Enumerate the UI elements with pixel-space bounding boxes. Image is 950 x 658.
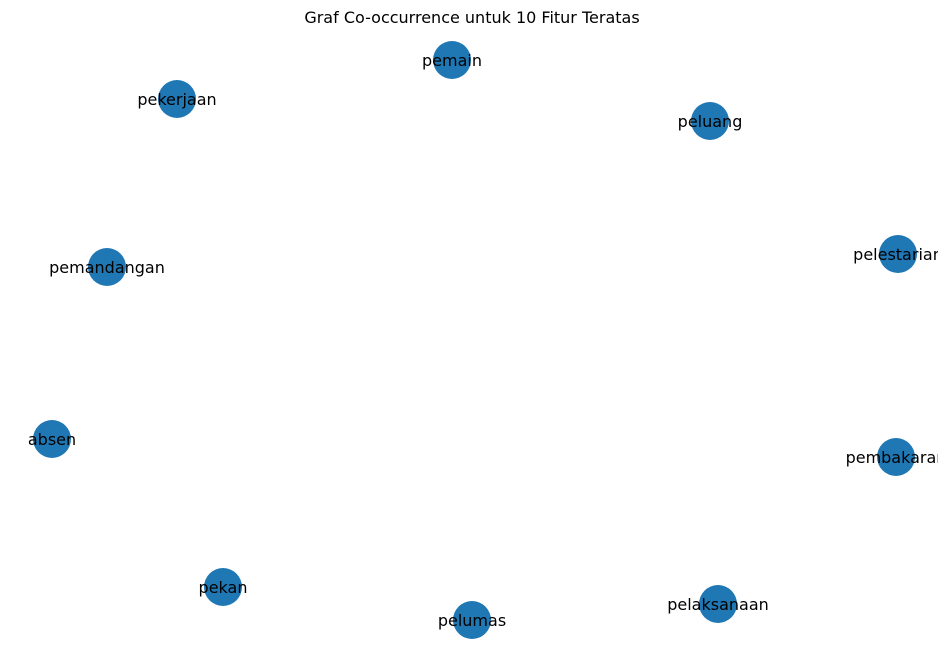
graph-node: pelumas: [438, 601, 506, 639]
node-label: pekan: [199, 578, 248, 597]
node-label: pelestarian: [853, 245, 943, 264]
node-label: pembakaran: [846, 448, 947, 467]
node-circle: [877, 438, 915, 476]
node-label: pekerjaan: [137, 90, 216, 109]
graph-node: pelestarian: [853, 235, 943, 273]
node-circle: [699, 585, 737, 623]
node-circle: [879, 235, 917, 273]
node-circle: [88, 248, 126, 286]
node-label: pelumas: [438, 611, 506, 630]
node-label: pemandangan: [49, 258, 165, 277]
node-circle: [433, 41, 471, 79]
node-circle: [204, 568, 242, 606]
node-circle: [158, 80, 196, 118]
node-label: peluang: [678, 112, 743, 131]
graph-node: pelaksanaan: [667, 585, 769, 623]
graph-title: Graf Co-occurrence untuk 10 Fitur Terata…: [304, 8, 639, 27]
graph-node: pemain: [422, 41, 482, 79]
node-label: pelaksanaan: [667, 595, 769, 614]
node-label: absen: [28, 430, 76, 449]
node-label: pemain: [422, 51, 482, 70]
graph-node: pemandangan: [49, 248, 165, 286]
graph-node: pekerjaan: [137, 80, 217, 118]
graph-node: peluang: [678, 102, 743, 140]
graph-node: absen: [28, 420, 76, 458]
node-circle: [33, 420, 71, 458]
graph-node: pembakaran: [846, 438, 947, 476]
nodes-layer: pemain pekerjaan peluang pemandangan pelesta…: [28, 41, 947, 639]
graph-node: pekan: [199, 568, 248, 606]
node-circle: [453, 601, 491, 639]
node-circle: [691, 102, 729, 140]
